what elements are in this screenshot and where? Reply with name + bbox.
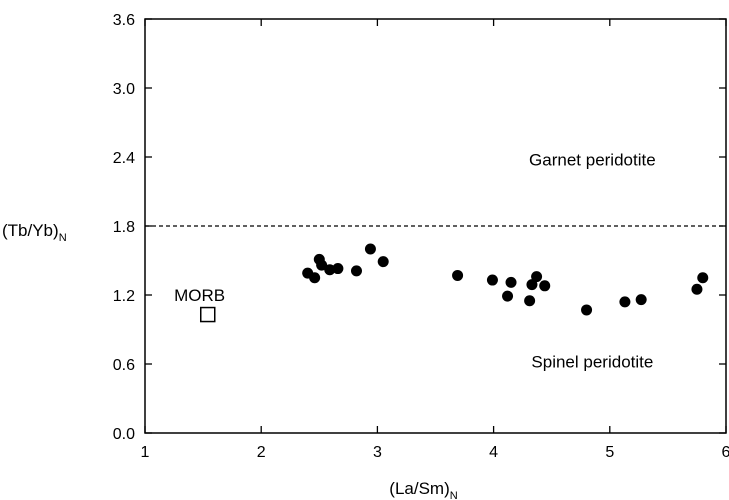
y-tick-label: 3.0 <box>113 81 135 98</box>
data-point-9 <box>452 269 464 281</box>
x-tick-label: 2 <box>257 444 266 461</box>
y-axis-label: (Tb/Yb)N <box>2 221 67 244</box>
x-tick-label: 6 <box>722 444 729 461</box>
x-axis-label: (La/Sm)N <box>389 479 457 500</box>
data-point-1 <box>309 272 321 284</box>
data-point-5 <box>332 263 344 275</box>
y-tick-label: 3.6 <box>113 12 135 29</box>
annotation-0: Garnet peridotite <box>529 150 656 169</box>
data-points <box>199 243 709 323</box>
y-tick-label: 1.8 <box>113 219 135 236</box>
ticks: 1 2 3 4 5 6 0.0 0.6 1.2 1.8 2.4 3.0 3.6 <box>113 12 729 461</box>
data-point-17 <box>581 304 593 316</box>
data-point-19 <box>635 294 647 306</box>
y-tick-label: 2.4 <box>113 150 135 167</box>
annotations: Garnet peridotite Spinel peridotite MORB <box>174 150 656 371</box>
data-point-14 <box>526 279 538 291</box>
morb-point <box>199 306 216 323</box>
data-point-11 <box>502 290 514 302</box>
annotation-2: MORB <box>174 286 225 305</box>
data-point-3 <box>316 259 328 271</box>
data-point-10 <box>486 274 498 286</box>
x-tick-label: 5 <box>605 444 614 461</box>
data-point-15 <box>531 271 543 283</box>
data-point-4 <box>324 264 336 276</box>
y-tick-label: 0.0 <box>113 426 135 443</box>
data-point-13 <box>524 295 536 307</box>
y-tick-label: 0.6 <box>113 357 135 374</box>
data-point-6 <box>350 265 362 277</box>
data-point-12 <box>505 276 517 288</box>
annotation-1: Spinel peridotite <box>531 353 653 372</box>
y-axis-label-subscript: N <box>59 232 67 244</box>
x-axis-label-main: (La/Sm) <box>389 479 449 498</box>
x-tick-label: 3 <box>373 444 382 461</box>
data-point-7 <box>364 243 376 255</box>
x-tick-label: 4 <box>489 444 498 461</box>
data-point-21 <box>697 272 709 284</box>
data-point-16 <box>539 280 551 292</box>
data-point-18 <box>619 296 631 308</box>
y-tick-label: 1.2 <box>113 288 135 305</box>
data-point-20 <box>691 283 703 295</box>
x-tick-label: 1 <box>141 444 150 461</box>
x-axis-label-subscript: N <box>450 490 458 500</box>
data-point-8 <box>377 256 389 268</box>
y-axis-label-main: (Tb/Yb) <box>2 221 59 240</box>
